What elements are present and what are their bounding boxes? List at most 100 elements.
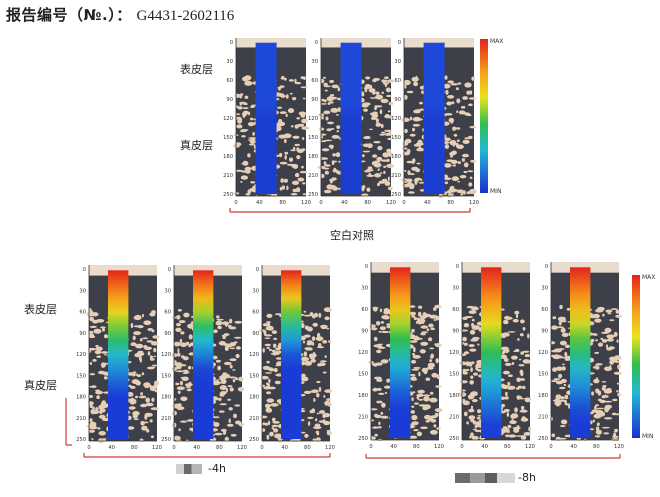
dermis-pore: [607, 312, 612, 315]
fluorescence-column: [390, 267, 411, 438]
dermis-pore: [178, 428, 181, 432]
dermis-pore: [520, 417, 529, 422]
dermis-pore: [611, 412, 617, 416]
dermis-pore: [222, 372, 228, 375]
dermis-pore: [410, 376, 417, 381]
dermis-pore: [316, 412, 320, 415]
dermis-pore: [130, 342, 137, 347]
dermis-pore: [387, 176, 390, 182]
dermis-pore: [328, 101, 334, 104]
x-tick-label: 120: [386, 200, 396, 206]
dermis-pore: [601, 395, 606, 399]
dermis-pore: [219, 403, 227, 406]
dermis-pore: [135, 395, 139, 399]
dermis-pore: [175, 370, 185, 373]
dermis-pore: [265, 407, 272, 411]
dermis-pore: [555, 366, 563, 371]
dermis-pore: [411, 414, 418, 421]
dermis-pore: [386, 148, 392, 153]
dermis-pore: [386, 94, 392, 98]
dermis-pore: [331, 160, 335, 166]
dermis-pore: [262, 422, 266, 426]
dermis-pore: [467, 170, 474, 173]
dermis-pore: [606, 347, 613, 351]
dermis-pore: [247, 189, 251, 195]
dermis-pore: [412, 334, 416, 340]
dermis-pore: [140, 392, 144, 396]
dermis-pore: [362, 150, 371, 153]
dermis-pore: [228, 407, 233, 411]
dermis-pore: [412, 355, 421, 359]
dermis-pore: [173, 398, 177, 401]
dermis-pore: [559, 304, 563, 310]
dermis-pore: [324, 170, 329, 175]
dermis-pore: [319, 360, 327, 363]
dermis-pore: [471, 399, 478, 403]
dermis-pore: [223, 361, 232, 366]
dermis-pore: [507, 430, 510, 434]
dermis-pore: [250, 117, 254, 121]
x-tick-label: 0: [260, 445, 263, 451]
x-tick-label: 0: [234, 200, 237, 206]
dermis-pore: [416, 431, 423, 437]
epidermis-label-top: 表皮层: [180, 63, 213, 76]
x-tick-label: 0: [549, 444, 552, 450]
dermis-pore: [381, 91, 385, 95]
dermis-pore: [176, 352, 181, 357]
dermis-pore: [377, 145, 383, 151]
dermis-pore: [430, 429, 438, 435]
dermis-pore: [422, 405, 429, 411]
dermis-pore: [551, 325, 558, 330]
dermis-pore: [411, 422, 416, 426]
dermis-pore: [273, 367, 278, 373]
dermis-pore: [402, 181, 408, 184]
dermis-pore: [503, 319, 509, 325]
y-tick-label: 250: [449, 436, 459, 442]
dermis-pore: [273, 428, 279, 433]
dermis-pore: [402, 151, 411, 156]
y-tick-label: 150: [538, 372, 548, 378]
y-tick-label: 30: [541, 286, 548, 292]
dermis-pore: [472, 428, 477, 431]
dermis-pore: [604, 327, 612, 333]
dermis-pore: [277, 86, 283, 89]
dermis-pore: [154, 380, 159, 386]
dermis-pore: [382, 316, 390, 320]
dermis-pore: [148, 366, 156, 369]
dermis-pore: [504, 362, 512, 366]
dermis-pore: [412, 123, 421, 127]
dermis-pore: [595, 377, 599, 380]
dermis-pore: [470, 338, 479, 342]
dermis-pore: [470, 375, 474, 379]
dermis-pore: [373, 336, 378, 342]
dermis-pore: [434, 412, 439, 417]
dermis-pore: [522, 385, 526, 390]
dermis-pore: [299, 170, 308, 174]
dermis-pore: [520, 405, 525, 410]
dermis-pore: [374, 107, 377, 111]
dermis-pore: [551, 433, 556, 438]
dermis-pore: [294, 172, 300, 178]
dermis-pore: [326, 430, 332, 436]
dermis-pore: [559, 386, 566, 390]
dermis-pore: [377, 168, 380, 171]
dermis-pore: [443, 83, 451, 89]
y-tick-label: 250: [161, 437, 171, 443]
x-tick-label: 0: [319, 200, 322, 206]
scale-max-label: MAX: [642, 274, 655, 281]
dermis-pore: [409, 340, 418, 343]
dermis-pore: [470, 395, 475, 399]
dermis-pore: [550, 354, 555, 358]
dermis-pore: [191, 315, 194, 318]
dermis-pore: [601, 386, 606, 391]
dermis-pore: [609, 359, 615, 365]
dermis-pore: [382, 82, 389, 85]
dermis-pore: [549, 341, 556, 345]
dermis-pore: [381, 79, 386, 83]
dermis-pore: [277, 106, 282, 109]
dermis-pore: [216, 318, 224, 321]
dermis-pore: [228, 418, 231, 424]
dermis-pore: [151, 385, 156, 388]
dermis-pore: [519, 333, 524, 337]
